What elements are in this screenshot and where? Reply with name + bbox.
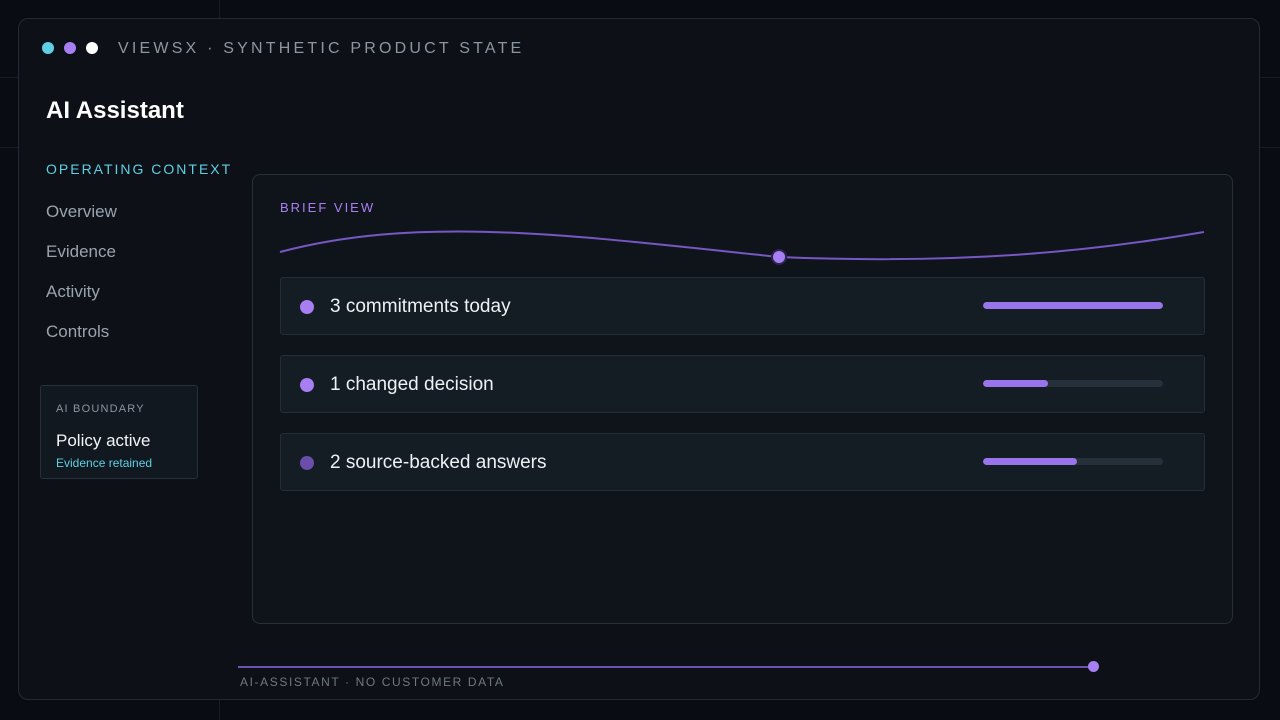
sidebar-item-overview[interactable]: Overview [46,202,117,221]
row-text: 2 source-backed answers [330,452,547,473]
list-item-decision[interactable]: 1 changed decision [280,355,1205,413]
progress-fill [983,380,1048,387]
row-text: 1 changed decision [330,374,494,395]
progress-track [983,380,1163,387]
brand-title: VIEWSX · SYNTHETIC PRODUCT STATE [118,40,525,57]
status-dot [300,300,314,314]
window-dots [42,42,98,54]
sidebar-item-controls[interactable]: Controls [46,322,110,341]
cyan-dot [42,42,54,54]
status-dot [300,378,314,392]
progress-track [983,458,1163,465]
boundary-sub: Evidence retained [56,456,153,470]
status-dot [300,456,314,470]
white-dot [86,42,98,54]
footer-progress-knob[interactable] [1088,661,1099,672]
wave-path [279,230,1205,261]
progress-fill [983,302,1163,309]
purple-dot [64,42,76,54]
sidebar-item-activity[interactable]: Activity [46,282,100,301]
wave-marker [771,249,787,265]
boundary-status: Policy active [56,431,151,450]
page-title: AI Assistant [46,97,184,124]
footer-progress-line [238,666,1094,668]
list-item-commitments[interactable]: 3 commitments today [280,277,1205,335]
sidebar-item-evidence[interactable]: Evidence [46,242,116,261]
sidebar-nav: Overview Evidence Activity Controls [46,202,117,362]
panel-label: BRIEF VIEW [280,200,376,215]
footer-label: AI-ASSISTANT · NO CUSTOMER DATA [240,675,505,689]
progress-fill [983,458,1077,465]
boundary-label: AI BOUNDARY [56,403,145,415]
trend-wave [279,230,1205,265]
progress-track [983,302,1163,309]
row-text: 3 commitments today [330,296,511,317]
list-item-answers[interactable]: 2 source-backed answers [280,433,1205,491]
section-label: OPERATING CONTEXT [46,161,233,177]
ai-boundary-card: AI BOUNDARY Policy active Evidence retai… [40,385,198,479]
